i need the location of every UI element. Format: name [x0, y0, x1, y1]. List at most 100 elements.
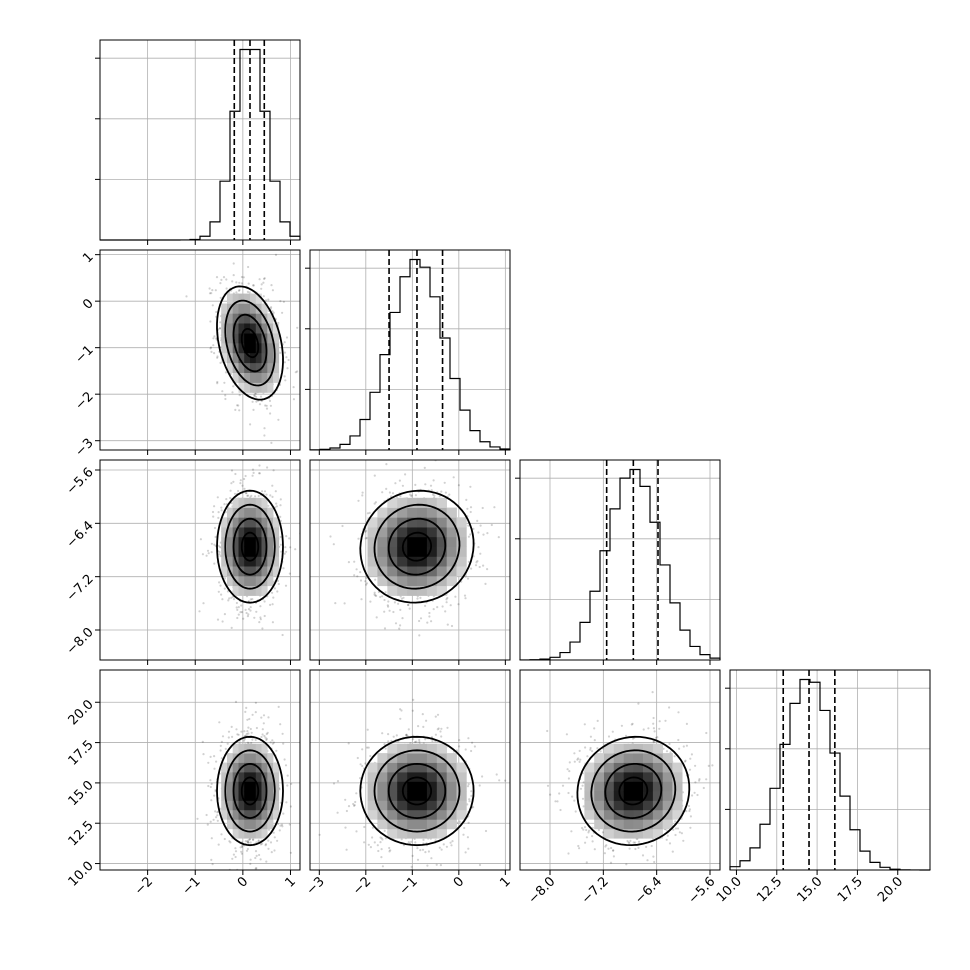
sample-point — [208, 292, 212, 295]
sample-point — [220, 740, 223, 743]
density-cell — [250, 293, 257, 304]
density-cell — [232, 828, 239, 839]
density-cell — [232, 313, 239, 324]
density-cell — [232, 781, 239, 792]
sample-point — [271, 289, 274, 292]
sample-point — [247, 841, 250, 844]
sample-point — [196, 817, 199, 820]
density-cell — [255, 753, 262, 763]
sample-point — [227, 736, 230, 739]
density-cell — [238, 828, 245, 839]
sample-point — [419, 617, 423, 620]
sample-point — [272, 469, 275, 472]
sample-point — [225, 278, 228, 281]
sample-point — [405, 734, 408, 737]
sample-point — [236, 733, 239, 736]
density-cell — [244, 372, 251, 383]
sample-point — [468, 798, 471, 801]
sample-point — [374, 578, 377, 581]
sample-point — [424, 851, 427, 854]
density-cell — [232, 372, 239, 383]
sample-point — [247, 839, 250, 842]
sample-point — [414, 494, 417, 497]
sample-point — [288, 572, 291, 575]
density-cell — [244, 333, 251, 344]
sample-point — [252, 284, 255, 287]
y-tick-label: 17.5 — [66, 738, 97, 769]
sample-point — [238, 409, 241, 412]
density-cell — [267, 576, 274, 587]
sample-point — [479, 552, 482, 555]
density-cell — [397, 556, 408, 567]
sample-point — [213, 352, 216, 355]
density-cell — [227, 527, 234, 538]
sample-point — [240, 604, 243, 607]
sample-point — [247, 613, 250, 616]
density-cell — [267, 362, 274, 373]
sample-point — [476, 560, 479, 563]
sample-point — [279, 515, 282, 519]
sample-point — [383, 598, 386, 602]
sample-point — [284, 584, 288, 587]
density-cell — [255, 507, 262, 518]
density-cell — [436, 566, 447, 577]
sample-point — [379, 841, 382, 844]
sample-point — [251, 738, 254, 741]
sample-point — [438, 846, 441, 849]
sample-point — [250, 457, 252, 459]
sample-point — [445, 601, 448, 604]
sample-point — [414, 483, 417, 486]
sample-point — [240, 852, 243, 855]
sample-point — [237, 289, 241, 292]
density-cell — [221, 762, 228, 773]
density-cell — [255, 791, 262, 801]
sample-point — [269, 841, 273, 844]
density-cell — [426, 507, 438, 518]
sample-point — [210, 837, 213, 840]
sample-point — [361, 491, 364, 494]
sample-point — [458, 739, 461, 742]
sample-point — [216, 618, 220, 621]
density-cell — [417, 556, 428, 567]
density-cell — [250, 497, 257, 508]
sample-point — [289, 546, 292, 549]
sample-point — [213, 755, 216, 758]
sample-point — [368, 511, 371, 514]
sample-point — [458, 820, 461, 823]
density-cell — [227, 362, 234, 373]
density-cell — [250, 372, 257, 383]
hist-panel-1 — [305, 249, 511, 455]
sample-point — [363, 825, 366, 829]
sample-point — [239, 479, 242, 482]
sample-point — [283, 341, 286, 344]
sample-point — [227, 730, 231, 733]
sample-point — [329, 535, 332, 538]
density-cell — [261, 382, 268, 393]
density-cell — [255, 527, 262, 538]
sample-point — [254, 711, 257, 714]
contour-3 — [216, 489, 284, 604]
density-cell — [227, 753, 234, 763]
sample-point — [245, 849, 249, 852]
density-cell — [267, 536, 274, 547]
sample-point — [270, 306, 273, 309]
sample-point — [255, 610, 258, 613]
sample-point — [387, 605, 390, 608]
density-cell — [227, 507, 234, 518]
density-cell — [244, 762, 251, 773]
sample-point — [206, 823, 209, 826]
density-cell — [238, 743, 245, 754]
sample-point — [284, 379, 287, 382]
sample-point — [243, 730, 246, 733]
density-cell — [261, 828, 268, 839]
sample-point — [249, 606, 252, 609]
sample-point — [294, 371, 297, 374]
sample-point — [244, 608, 247, 612]
density-cell — [436, 517, 447, 528]
sample-point — [437, 727, 440, 730]
density-cell — [267, 313, 274, 324]
contour-0 — [401, 531, 432, 562]
sample-point — [281, 732, 284, 735]
sample-point — [234, 472, 237, 476]
sample-point — [498, 779, 501, 782]
